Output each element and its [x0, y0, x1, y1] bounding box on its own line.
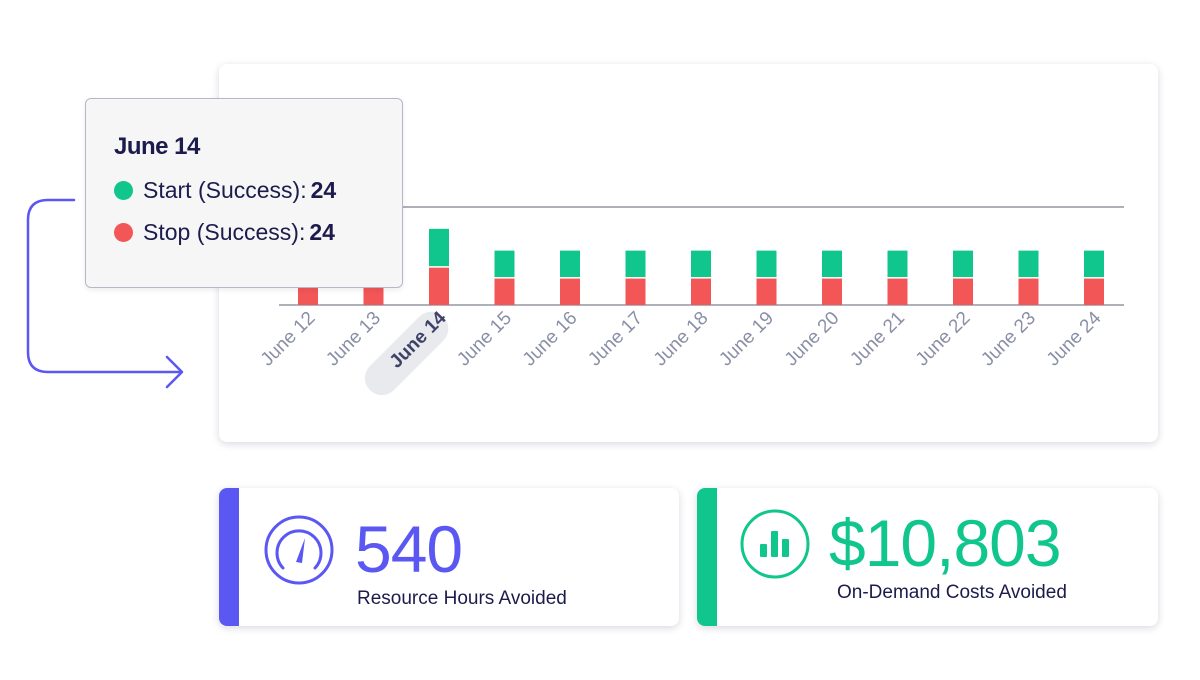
bar-chart-icon — [740, 509, 810, 579]
x-tick-label-5: June 16 — [519, 308, 582, 371]
bar-start-3 — [429, 228, 449, 267]
bar-stop-2 — [363, 286, 384, 305]
accent-bar — [219, 488, 239, 626]
gauge-icon — [264, 515, 334, 585]
tick-highlight-pill — [364, 311, 449, 396]
bar-stop-1 — [298, 286, 318, 305]
chart-tooltip: June 14 Start (Success): 24 Stop (Succes… — [85, 98, 403, 288]
accent-bar — [697, 488, 717, 626]
bar-stop-10 — [887, 278, 908, 305]
x-tick-label-10: June 21 — [846, 308, 909, 371]
resource-hours-caption: Resource Hours Avoided — [357, 588, 567, 609]
bar-start-7 — [691, 250, 711, 278]
bar-start-6 — [625, 250, 646, 278]
stop-legend-dot — [114, 223, 133, 242]
tooltip-start-row: Start (Success): 24 — [114, 177, 402, 204]
stacked-bar-chart: June 12 June 13 June 14 June 15 June 16 June … — [257, 206, 1124, 396]
on-demand-costs-value: $10,803 — [829, 506, 1062, 580]
x-tick-label-1: June 12 — [257, 308, 320, 371]
x-tick-label-7: June 18 — [650, 308, 713, 371]
tooltip-stop-label: Stop (Success): — [143, 219, 306, 245]
start-legend-dot — [114, 181, 133, 200]
tooltip-start-label: Start (Success): — [143, 177, 307, 203]
bar-stop-8 — [756, 278, 777, 305]
bar-stop-6 — [625, 278, 646, 305]
x-tick-label-8: June 19 — [715, 308, 778, 371]
bar-stop-12 — [1018, 278, 1039, 305]
tooltip-stop-value: 24 — [309, 219, 335, 245]
x-tick-label-13: June 24 — [1043, 307, 1106, 370]
tooltip-start-value: 24 — [310, 177, 337, 203]
bar-start-8 — [756, 250, 777, 278]
bar-stop-11 — [953, 278, 973, 305]
resource-hours-card: 540 Resource Hours Avoided — [219, 488, 679, 626]
tooltip-stop-row: Stop (Success): 24 — [114, 219, 402, 246]
bar-stop-4 — [494, 278, 515, 305]
bar-start-12 — [1018, 250, 1039, 278]
x-tick-label-9: June 20 — [781, 308, 844, 371]
bar-stop-9 — [822, 278, 842, 305]
x-tick-label-11: June 22 — [912, 308, 975, 371]
bar-start-11 — [953, 250, 973, 278]
bar-stop-7 — [691, 278, 711, 305]
bar-start-4 — [494, 250, 515, 278]
x-tick-label-12: June 23 — [977, 308, 1040, 371]
tooltip-title: June 14 — [114, 133, 200, 160]
bar-start-5 — [560, 250, 580, 278]
bar-stop-13 — [1084, 278, 1104, 305]
on-demand-costs-card: $10,803 On-Demand Costs Avoided — [697, 488, 1158, 626]
bar-stop-3 — [429, 267, 449, 305]
bar-stop-5 — [560, 278, 580, 305]
x-tick-label-6: June 17 — [584, 308, 647, 371]
on-demand-costs-caption: On-Demand Costs Avoided — [837, 582, 1067, 603]
bar-start-10 — [887, 250, 908, 278]
x-tick-label-4: June 15 — [453, 308, 516, 371]
resource-hours-value: 540 — [355, 512, 463, 586]
bar-start-13 — [1084, 250, 1104, 278]
bar-start-9 — [822, 250, 842, 278]
